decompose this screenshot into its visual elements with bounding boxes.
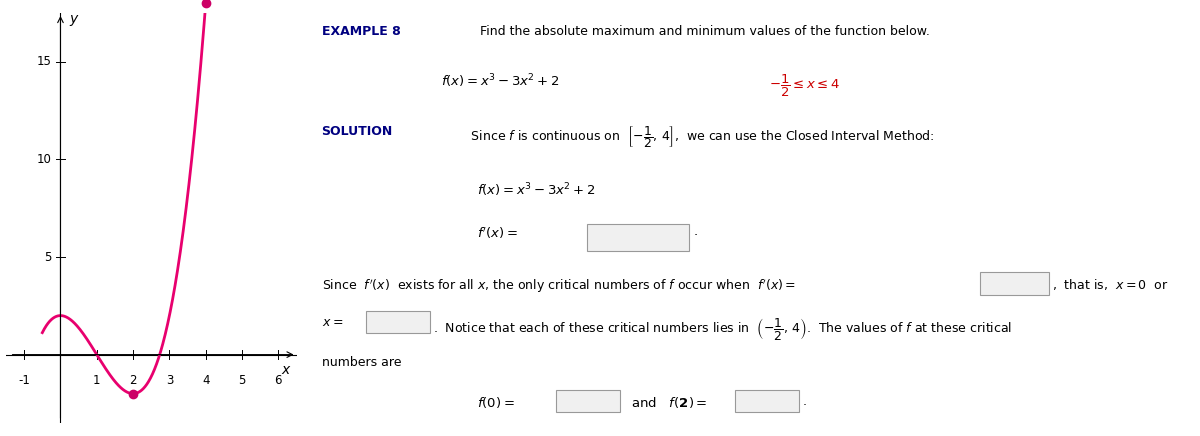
- Text: .: .: [694, 225, 697, 238]
- Text: 3: 3: [166, 374, 173, 387]
- Text: $f(x) = x^3 - 3x^2 + 2$: $f(x) = x^3 - 3x^2 + 2$: [476, 182, 595, 199]
- Text: ,  that is,  $x = 0$  or: , that is, $x = 0$ or: [1052, 277, 1169, 293]
- Text: numbers are: numbers are: [322, 356, 401, 369]
- Text: 5: 5: [239, 374, 246, 387]
- Text: 1: 1: [94, 374, 101, 387]
- Text: 2: 2: [130, 374, 137, 387]
- Text: .  Notice that each of these critical numbers lies in  $\left(-\dfrac{1}{2},\, 4: . Notice that each of these critical num…: [433, 316, 1013, 342]
- FancyBboxPatch shape: [587, 224, 689, 251]
- Text: $-\dfrac{1}{2} \leq x \leq 4$: $-\dfrac{1}{2} \leq x \leq 4$: [769, 72, 840, 99]
- Text: -1: -1: [18, 374, 30, 387]
- FancyBboxPatch shape: [557, 390, 620, 412]
- Text: y: y: [70, 12, 77, 26]
- FancyBboxPatch shape: [979, 272, 1049, 295]
- FancyBboxPatch shape: [736, 390, 799, 412]
- FancyBboxPatch shape: [366, 311, 430, 333]
- Text: x: x: [282, 363, 289, 377]
- Text: 6: 6: [275, 374, 282, 387]
- Text: $x =$: $x =$: [322, 316, 343, 329]
- Text: EXAMPLE 8: EXAMPLE 8: [322, 25, 401, 38]
- Text: 5: 5: [44, 251, 52, 263]
- Text: $f(0) =$: $f(0) =$: [476, 395, 515, 410]
- Text: 4: 4: [202, 374, 210, 387]
- Text: Since $f$ is continuous on  $\left[-\dfrac{1}{2},\, 4\right]$,  we can use the C: Since $f$ is continuous on $\left[-\dfra…: [463, 125, 935, 150]
- Text: Since  $f'(x)$  exists for all $x$, the only critical numbers of $f$ occur when : Since $f'(x)$ exists for all $x$, the on…: [322, 277, 796, 295]
- Text: 10: 10: [36, 153, 52, 166]
- Text: .: .: [803, 395, 806, 408]
- Text: SOLUTION: SOLUTION: [322, 125, 392, 137]
- Text: 15: 15: [36, 55, 52, 68]
- Text: Find the absolute maximum and minimum values of the function below.: Find the absolute maximum and minimum va…: [472, 25, 930, 38]
- Text: $f(x) = x^3 - 3x^2 + 2$: $f(x) = x^3 - 3x^2 + 2$: [442, 72, 559, 90]
- Text: and   $f(\mathbf{2}) =$: and $f(\mathbf{2}) =$: [623, 395, 707, 410]
- Text: $f'(x) =$: $f'(x) =$: [476, 225, 517, 241]
